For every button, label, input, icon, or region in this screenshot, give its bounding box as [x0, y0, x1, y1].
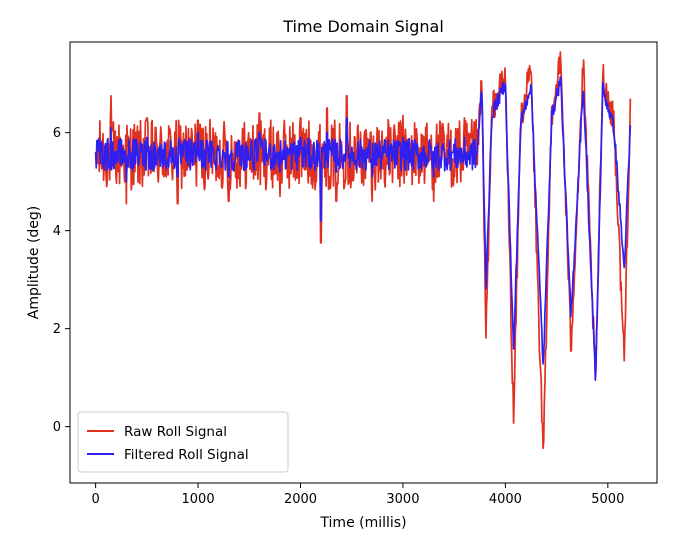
series-raw-roll-signal — [94, 51, 632, 450]
x-tick-label: 2000 — [284, 492, 317, 507]
y-axis-label: Amplitude (deg) — [26, 206, 42, 320]
y-tick-label: 2 — [53, 322, 61, 337]
x-axis-label: Time (millis) — [319, 515, 406, 531]
legend-box — [77, 411, 289, 473]
series-layer — [94, 51, 632, 450]
series-filtered-roll-signal — [94, 76, 632, 381]
plot-frame — [69, 41, 658, 484]
legend-label-filtered: Filtered Roll Signal — [124, 447, 249, 463]
x-tick-label: 0 — [91, 492, 99, 507]
legend: Raw Roll Signal Filtered Roll Signal — [77, 411, 289, 473]
x-axis: 0 1000 2000 3000 4000 5000 — [91, 483, 624, 507]
x-tick-label: 3000 — [386, 492, 419, 507]
y-axis: 0 2 4 6 — [53, 126, 70, 435]
x-tick-label: 4000 — [489, 492, 522, 507]
chart-title: Time Domain Signal — [282, 17, 444, 36]
y-tick-label: 0 — [53, 420, 61, 435]
x-tick-label: 5000 — [591, 492, 624, 507]
y-tick-label: 4 — [53, 224, 61, 239]
y-tick-label: 6 — [53, 126, 61, 141]
x-tick-label: 1000 — [182, 492, 215, 507]
legend-label-raw: Raw Roll Signal — [124, 424, 227, 440]
